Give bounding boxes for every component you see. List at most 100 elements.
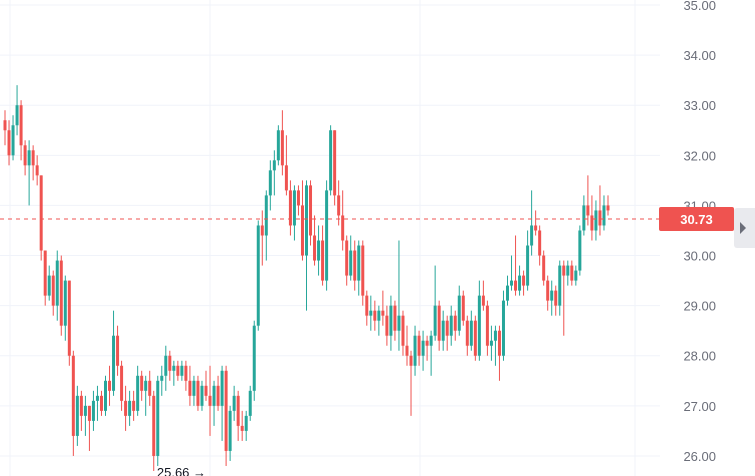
candle-body	[365, 295, 369, 316]
candle-body	[140, 375, 144, 391]
candle-body	[437, 305, 441, 341]
candle-body	[397, 315, 401, 331]
candle-body	[3, 120, 7, 131]
candle-body	[522, 275, 526, 286]
candle-body	[461, 295, 465, 321]
candle-body	[63, 280, 67, 326]
candle-body	[240, 425, 244, 431]
candle-body	[433, 305, 437, 336]
candle-body	[405, 345, 409, 356]
candle-body	[317, 240, 321, 261]
candle-body	[184, 365, 188, 381]
candle-body	[272, 160, 276, 171]
candle-body	[530, 225, 534, 246]
candle-body	[112, 335, 116, 391]
candle-body	[473, 320, 477, 356]
candle-body	[264, 195, 268, 236]
candle-body	[35, 165, 39, 176]
candle-body	[180, 365, 184, 376]
candle-body	[586, 205, 590, 216]
candle-body	[212, 385, 216, 406]
candle-body	[67, 280, 71, 356]
candle-body	[453, 315, 457, 331]
candle-body	[47, 275, 51, 296]
candle-body	[377, 310, 381, 321]
candle-body	[558, 265, 562, 306]
candle-body	[449, 315, 453, 336]
candle-body	[116, 335, 120, 366]
candle-body	[156, 380, 160, 456]
candle-body	[489, 340, 493, 346]
candle-body	[309, 185, 313, 236]
y-tick-label: 26.00	[683, 449, 716, 464]
candle-body	[445, 320, 449, 336]
candle-body	[413, 335, 417, 366]
candle-body	[594, 210, 598, 231]
candle-body	[284, 165, 288, 191]
current-price-label: 30.73	[680, 212, 713, 227]
candle-body	[538, 230, 542, 256]
candle-body	[602, 205, 606, 226]
candle-body	[268, 170, 272, 196]
y-tick-label: 32.00	[683, 148, 716, 163]
candle-body	[357, 245, 361, 281]
candle-body	[554, 290, 558, 306]
scroll-to-realtime-button[interactable]	[734, 208, 755, 248]
candle-body	[160, 375, 164, 381]
candle-body	[534, 225, 538, 231]
candle-body	[566, 265, 570, 276]
candle-body	[23, 145, 27, 166]
current-price-badge-bg	[659, 206, 734, 231]
candle-body	[31, 150, 35, 166]
candle-body	[429, 335, 433, 346]
candle-body	[296, 190, 300, 206]
candle-body	[526, 245, 530, 286]
candle-body	[353, 250, 357, 281]
candle-body	[510, 280, 514, 286]
candle-body	[276, 130, 280, 161]
candle-body	[373, 310, 377, 321]
candle-body	[228, 410, 232, 451]
candle-body	[75, 395, 79, 436]
candle-body	[288, 190, 292, 226]
candle-body	[79, 395, 83, 416]
candle-body	[120, 365, 124, 401]
candle-body	[51, 275, 55, 306]
grid-lines	[0, 0, 660, 476]
candle-body	[313, 235, 317, 261]
candle-body	[27, 150, 31, 166]
candle-body	[361, 245, 365, 296]
candle-body	[59, 260, 63, 326]
candle-body	[329, 130, 333, 191]
candle-body	[216, 385, 220, 406]
price-axis[interactable]: 26.0027.0028.0029.0030.0031.0032.0033.00…	[683, 0, 716, 464]
candle-body	[83, 405, 87, 416]
candle-body	[43, 250, 47, 296]
candle-body	[132, 400, 136, 411]
candle-body	[7, 130, 11, 156]
candle-body	[514, 280, 518, 291]
candle-body	[501, 300, 505, 356]
candle-body	[341, 215, 345, 241]
candle-body	[570, 265, 574, 281]
candle-body	[321, 240, 325, 281]
candle-body	[208, 395, 212, 406]
candle-body	[256, 225, 260, 326]
candle-body	[325, 190, 329, 281]
candle-body	[200, 385, 204, 406]
y-tick-label: 34.00	[683, 48, 716, 63]
candle-body	[19, 105, 23, 146]
candle-body	[260, 225, 264, 236]
candle-body	[598, 210, 602, 226]
candle-body	[300, 205, 304, 256]
candle-body	[409, 355, 413, 366]
candle-body	[280, 130, 284, 166]
candle-body	[425, 340, 429, 346]
candle-body	[506, 285, 509, 301]
candle-body	[369, 310, 373, 316]
candle-body	[465, 320, 469, 346]
y-tick-label: 28.00	[683, 349, 716, 364]
candle-body	[337, 195, 341, 216]
candle-body	[469, 320, 473, 346]
